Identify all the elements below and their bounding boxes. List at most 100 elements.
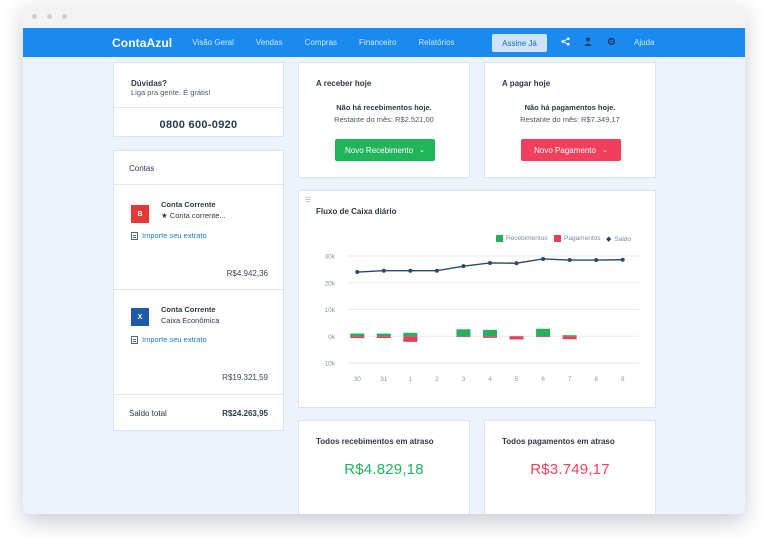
help-subtitle: Liga pra gente. É grátis! — [131, 88, 211, 97]
divider — [114, 289, 283, 290]
late-payments-title: Todos pagamentos em atraso — [502, 437, 615, 446]
nav-compras[interactable]: Compras — [304, 38, 338, 47]
chevron-down-icon: ⌄ — [419, 147, 425, 154]
import-statement-label[interactable]: Importe seu extrato — [142, 335, 207, 344]
bar-receipts — [562, 335, 577, 337]
x-tick-label: 1 — [409, 376, 413, 383]
legend-item-payments[interactable]: Pagamentos — [554, 235, 601, 242]
late-receipts-title: Todos recebimentos em atraso — [316, 437, 434, 446]
account-balance: R$4.942,36 — [226, 269, 268, 278]
account-balance: R$19.321,59 — [222, 373, 268, 382]
window-dot — [62, 13, 67, 19]
nav-vendas[interactable]: Vendas — [255, 38, 283, 47]
point-balance — [408, 268, 413, 273]
bar-payments — [562, 336, 577, 340]
point-balance — [620, 257, 625, 262]
bar-receipts — [376, 333, 391, 337]
window-dot — [32, 13, 37, 19]
new-payment-button[interactable]: Novo Pagamento ⌄ — [521, 139, 621, 161]
divider — [114, 107, 283, 108]
bar-payments — [456, 336, 471, 338]
help-link[interactable]: Ajuda — [634, 38, 655, 47]
legend-swatch — [554, 235, 561, 242]
nav-financeiro[interactable]: Financeiro — [359, 38, 397, 47]
series-line-balance — [357, 258, 623, 273]
new-receipt-button[interactable]: Novo Recebimento ⌄ — [335, 139, 435, 161]
late-receipts-card: Todos recebimentos em atraso R$4.829,18 — [298, 420, 470, 514]
x-tick-label: 3 — [462, 376, 466, 383]
y-tick-label: 30k — [325, 254, 336, 261]
y-tick-label: -10k — [322, 361, 335, 368]
import-statement-label[interactable]: Importe seu extrato — [142, 231, 207, 240]
y-tick-label: 20k — [325, 280, 336, 287]
bar-receipts — [403, 332, 418, 337]
document-icon — [131, 335, 138, 344]
bar-receipts — [350, 333, 365, 337]
chart-title: Fluxo de Caixa diário — [316, 207, 397, 216]
point-balance — [514, 261, 519, 266]
nav-relatorios[interactable]: Relatórios — [418, 38, 455, 47]
total-balance-value: R$24.263,95 — [222, 409, 268, 418]
browser-window: ContaAzul Visão Geral Vendas Compras Fin… — [23, 4, 745, 514]
x-tick-label: 7 — [568, 376, 572, 383]
late-payments-value[interactable]: R$3.749,17 — [530, 461, 610, 478]
import-statement-link[interactable]: Importe seu extrato — [131, 231, 207, 240]
bar-receipts — [483, 329, 497, 337]
x-tick-label: 8 — [594, 376, 598, 383]
top-navbar: ContaAzul Visão Geral Vendas Compras Fin… — [23, 28, 745, 57]
help-title: Dúvidas? — [131, 79, 168, 88]
x-tick-label: 4 — [488, 376, 492, 383]
help-card: Dúvidas? Liga pra gente. É grátis! 0800 … — [113, 62, 284, 137]
import-statement-link[interactable]: Importe seu extrato — [131, 335, 207, 344]
receive-today-title: A receber hoje — [316, 79, 372, 88]
legend-label: Saldo — [614, 235, 632, 243]
receive-today-message: Não há recebimentos hoje. — [336, 103, 432, 112]
legend-label: Recebimentos — [506, 235, 548, 242]
browser-chrome — [23, 4, 745, 28]
cashflow-chart-card: ☰ Fluxo de Caixa diário Recebimentos Pag… — [298, 190, 656, 408]
receive-today-card: A receber hoje Não há recebimentos hoje.… — [298, 62, 470, 178]
legend-swatch — [496, 235, 503, 242]
bar-payments — [350, 336, 365, 339]
bank-logo-icon: B — [131, 205, 149, 223]
point-balance — [541, 256, 546, 261]
document-icon — [131, 231, 138, 240]
receive-today-remaining: Restante do mês: R$2.521,00 — [334, 115, 434, 124]
menu-icon[interactable]: ☰ — [305, 197, 312, 204]
subscribe-button[interactable]: Assine Já — [492, 34, 547, 52]
account-name[interactable]: Conta Corrente — [161, 200, 216, 209]
y-tick-label: 0k — [328, 334, 336, 341]
late-payments-card: Todos pagamentos em atraso R$3.749,17 — [484, 420, 656, 514]
accounts-card: Contas B Conta Corrente ★ Conta corrente… — [113, 150, 284, 431]
total-balance-label: Saldo total — [129, 409, 167, 418]
legend-item-balance[interactable]: ◆ Saldo — [606, 235, 632, 244]
account-subtitle: ★ Conta corrente... — [161, 211, 226, 220]
point-balance — [434, 268, 439, 273]
bar-payments — [509, 336, 524, 340]
legend-label: Pagamentos — [564, 235, 601, 242]
x-tick-label: 5 — [515, 376, 519, 383]
settings-icon[interactable] — [606, 37, 616, 49]
point-balance — [355, 270, 360, 275]
new-receipt-label: Novo Recebimento — [345, 145, 414, 155]
share-icon[interactable] — [560, 37, 570, 49]
bar-payments — [376, 336, 391, 339]
y-tick-label: 10k — [325, 307, 336, 314]
account-subtitle: Caixa Econômica — [161, 316, 220, 325]
help-phone[interactable]: 0800 600-0920 — [159, 119, 238, 131]
legend-marker-icon: ◆ — [606, 236, 612, 243]
account-name[interactable]: Conta Corrente — [161, 305, 216, 314]
pay-today-message: Não há pagamentos hoje. — [524, 103, 616, 112]
divider — [114, 394, 283, 395]
x-tick-label: 2 — [435, 376, 439, 383]
late-receipts-value[interactable]: R$4.829,18 — [344, 461, 424, 478]
user-icon[interactable] — [583, 37, 593, 49]
point-balance — [488, 260, 492, 265]
legend-item-receipts[interactable]: Recebimentos — [496, 235, 548, 242]
logo[interactable]: ContaAzul — [112, 35, 173, 50]
nav-visao-geral[interactable]: Visão Geral — [192, 38, 234, 47]
new-payment-label: Novo Pagamento — [534, 145, 596, 155]
pay-today-remaining: Restante do mês: R$7.349,17 — [520, 115, 620, 124]
accounts-heading: Contas — [129, 164, 155, 173]
chevron-down-icon: ⌄ — [601, 147, 608, 154]
